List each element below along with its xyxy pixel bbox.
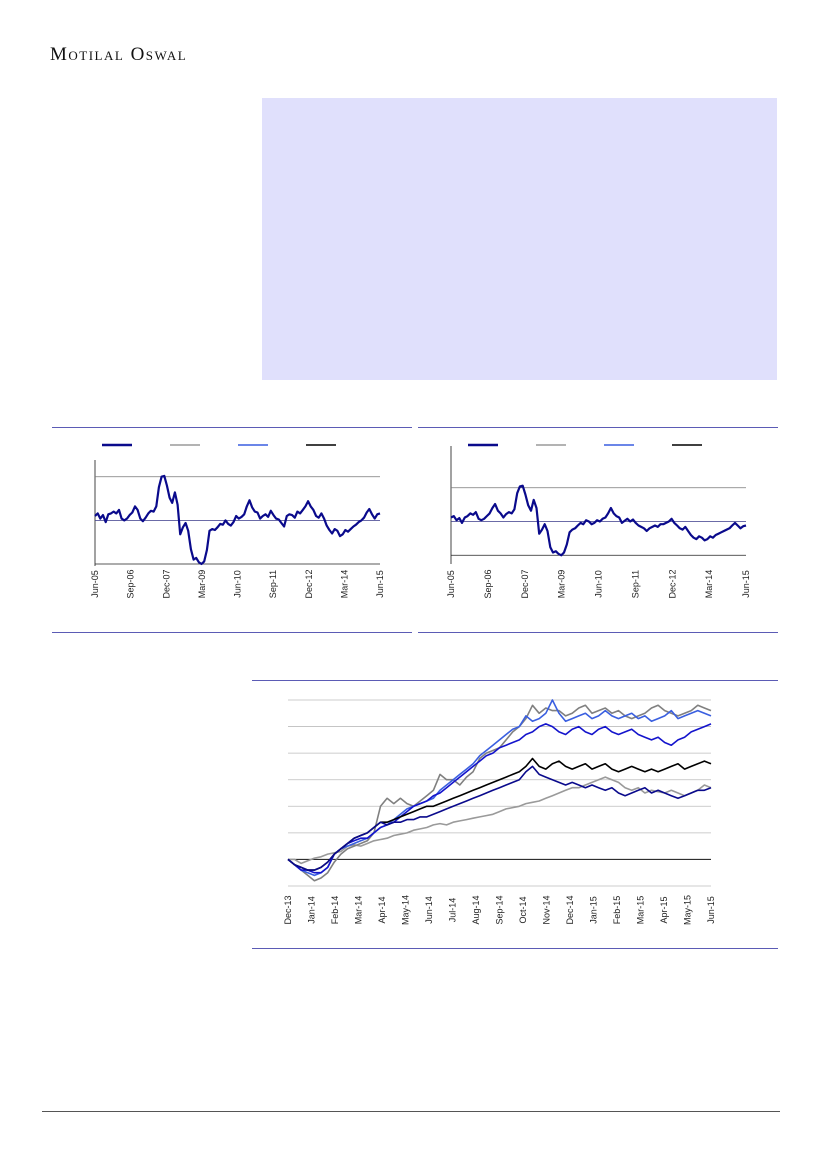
x-tick-label: Nov-14 [542,895,552,924]
series-line-6 [287,765,712,871]
x-tick-label: Jul-14 [448,898,458,923]
highlight-box [262,98,777,380]
x-tick-label: Jun-05 [446,570,456,598]
x-tick-label: Jun-10 [594,570,604,598]
chart2-top-rule [418,427,778,428]
x-tick-label: Jan-14 [307,896,317,924]
x-tick-label: Sep-14 [495,895,505,924]
x-tick-label: Dec-14 [565,895,575,924]
x-tick-label: Dec-12 [304,569,314,598]
x-tick-label: Jun-10 [233,570,243,598]
x-tick-label: Apr-14 [377,896,387,923]
x-tick-label: Oct-14 [518,896,528,923]
x-tick-label: Jun-15 [375,570,385,598]
x-tick-label: Sep-11 [268,570,278,598]
chart1-bottom-rule [52,632,412,633]
x-tick-label: May-15 [683,895,693,925]
x-tick-label: Dec-12 [667,569,677,598]
x-tick-label: Mar-09 [557,570,567,599]
chart-2: Jun-05 Sep-06 Dec-07 Mar-09 Jun-10 Sep-11 Dec-… [446,443,751,599]
chart3-bottom-rule [252,948,778,949]
x-tick-label: Mar-14 [704,570,714,599]
x-tick-label: Mar-14 [339,570,349,599]
x-tick-label: May-14 [401,895,411,925]
brand-logo: Motilal Oswal [50,44,188,65]
series-line-2 [287,704,712,882]
series-line-3 [287,699,712,877]
series-line-1 [94,474,381,566]
x-tick-label: Jun-15 [741,570,751,598]
x-tick-label: Jun-05 [90,570,100,598]
chart-3: Dec-13 Jan-14 Feb-14 Mar-14 Apr-14 May-14 Jun-… [283,699,716,925]
series-line-5 [287,757,712,871]
x-tick-label: Dec-07 [161,569,171,598]
chart3-top-rule [252,680,778,681]
x-tick-label: Mar-09 [197,570,207,599]
chart2-bottom-rule [418,632,778,633]
x-tick-label: Jan-15 [589,896,599,924]
series-line-4 [287,723,712,874]
x-tick-label: Jun-14 [424,896,434,924]
x-tick-label: Feb-14 [330,896,340,925]
x-tick-label: Mar-14 [354,896,364,925]
footer-rule [42,1111,780,1112]
x-tick-label: Sep-06 [126,569,136,598]
x-tick-label: Feb-15 [612,896,622,925]
x-tick-label: Dec-13 [283,895,293,924]
x-tick-label: Sep-11 [630,570,640,598]
x-tick-label: Sep-06 [483,569,493,598]
x-tick-label: Jun-15 [706,896,716,924]
x-tick-label: Aug-14 [471,895,481,924]
chart-1: Jun-05 Sep-06 Dec-07 Mar-09 Jun-10 Sep-11 Dec-… [90,443,385,599]
series-line-1 [450,484,747,557]
x-tick-label: Dec-07 [520,569,530,598]
chart1-top-rule [52,427,412,428]
x-tick-label: Mar-15 [636,896,646,925]
x-tick-label: Apr-15 [659,896,669,923]
